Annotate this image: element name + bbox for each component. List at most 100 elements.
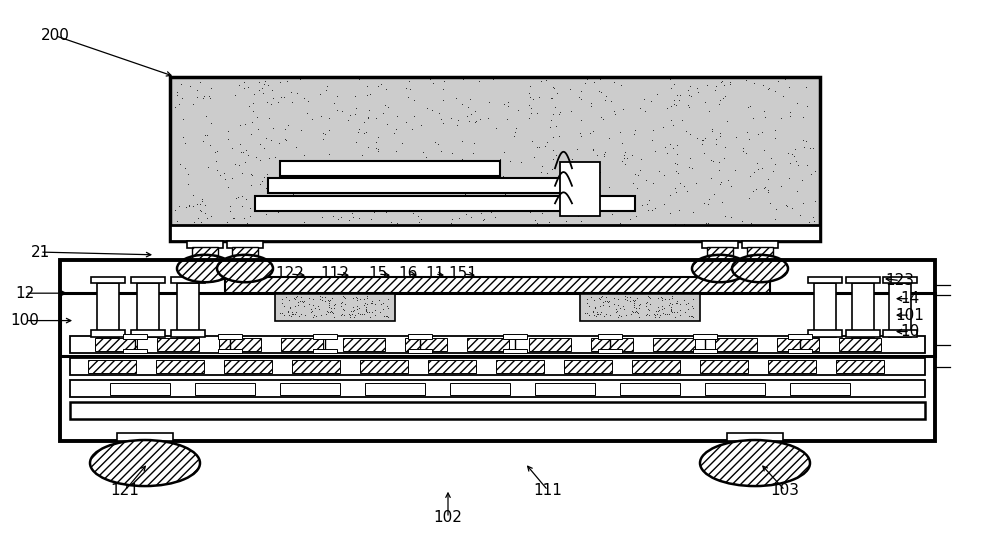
Bar <box>70 380 925 397</box>
Bar <box>343 338 385 351</box>
Bar <box>598 349 622 353</box>
Bar <box>883 277 917 283</box>
Bar <box>535 383 595 395</box>
Bar <box>503 334 527 339</box>
Text: 122: 122 <box>276 266 304 282</box>
Bar <box>529 338 571 351</box>
Bar <box>195 383 255 395</box>
Text: 103: 103 <box>770 483 800 498</box>
Bar <box>60 293 935 356</box>
Bar <box>405 338 447 351</box>
Text: 200: 200 <box>41 28 69 43</box>
Text: 14: 14 <box>900 291 920 306</box>
Text: 12: 12 <box>15 286 35 301</box>
Bar <box>60 260 935 441</box>
Bar <box>224 360 272 373</box>
Bar <box>747 247 773 255</box>
Bar <box>70 402 925 419</box>
Bar <box>110 383 170 395</box>
Bar <box>218 334 242 339</box>
Text: 112: 112 <box>321 266 349 282</box>
Text: 16: 16 <box>398 266 418 282</box>
Bar <box>814 283 836 337</box>
Bar <box>70 336 925 353</box>
Bar <box>496 360 544 373</box>
Bar <box>428 360 476 373</box>
Bar <box>91 330 125 337</box>
Bar <box>580 294 700 321</box>
Bar <box>598 334 622 339</box>
Bar <box>852 283 874 337</box>
Bar <box>839 338 881 351</box>
Bar <box>408 334 432 339</box>
Bar <box>313 349 337 353</box>
Bar <box>889 283 911 337</box>
Bar <box>808 277 842 283</box>
Bar <box>653 338 695 351</box>
Bar <box>790 383 850 395</box>
Bar <box>560 162 600 216</box>
Bar <box>171 330 205 337</box>
Text: 123: 123 <box>886 273 914 288</box>
Bar <box>702 241 738 248</box>
Bar <box>91 277 125 283</box>
Bar <box>408 349 432 353</box>
Bar <box>268 178 568 193</box>
Bar <box>707 247 733 255</box>
Bar <box>219 338 261 351</box>
Bar <box>95 338 137 351</box>
Ellipse shape <box>90 440 200 486</box>
Bar <box>788 349 812 353</box>
Ellipse shape <box>177 255 233 282</box>
Bar <box>503 349 527 353</box>
Bar <box>365 383 425 395</box>
Ellipse shape <box>692 255 748 282</box>
Bar <box>117 433 173 441</box>
Bar <box>123 334 147 339</box>
Bar <box>788 334 812 339</box>
Bar <box>777 338 819 351</box>
Bar <box>171 277 205 283</box>
Bar <box>170 77 820 241</box>
Bar <box>700 360 748 373</box>
Ellipse shape <box>700 440 810 486</box>
Bar <box>187 241 223 248</box>
Bar <box>727 433 783 441</box>
Bar <box>360 360 408 373</box>
Text: 21: 21 <box>30 244 50 260</box>
Bar <box>292 360 340 373</box>
Text: 15: 15 <box>368 266 388 282</box>
Bar <box>836 360 884 373</box>
Bar <box>467 338 509 351</box>
Bar <box>88 360 136 373</box>
Bar <box>218 349 242 353</box>
Bar <box>170 225 820 241</box>
Bar <box>177 283 199 337</box>
Text: 10: 10 <box>900 324 920 339</box>
Bar <box>313 334 337 339</box>
Bar <box>227 241 263 248</box>
Bar <box>131 277 165 283</box>
Bar <box>280 161 500 176</box>
Bar <box>693 349 717 353</box>
Bar <box>564 360 612 373</box>
Bar <box>591 338 633 351</box>
Bar <box>281 338 323 351</box>
Bar <box>157 338 199 351</box>
Bar <box>883 330 917 337</box>
Bar <box>275 294 395 321</box>
Bar <box>192 247 218 255</box>
Bar <box>156 360 204 373</box>
Text: 102: 102 <box>434 510 462 526</box>
Bar <box>170 77 820 241</box>
Bar <box>632 360 680 373</box>
Bar <box>693 334 717 339</box>
Bar <box>137 283 159 337</box>
Bar <box>808 330 842 337</box>
Text: 100: 100 <box>11 313 39 328</box>
Bar <box>768 360 816 373</box>
Bar <box>620 383 680 395</box>
Bar <box>255 196 635 211</box>
Bar <box>70 358 925 375</box>
Text: 121: 121 <box>111 483 139 498</box>
